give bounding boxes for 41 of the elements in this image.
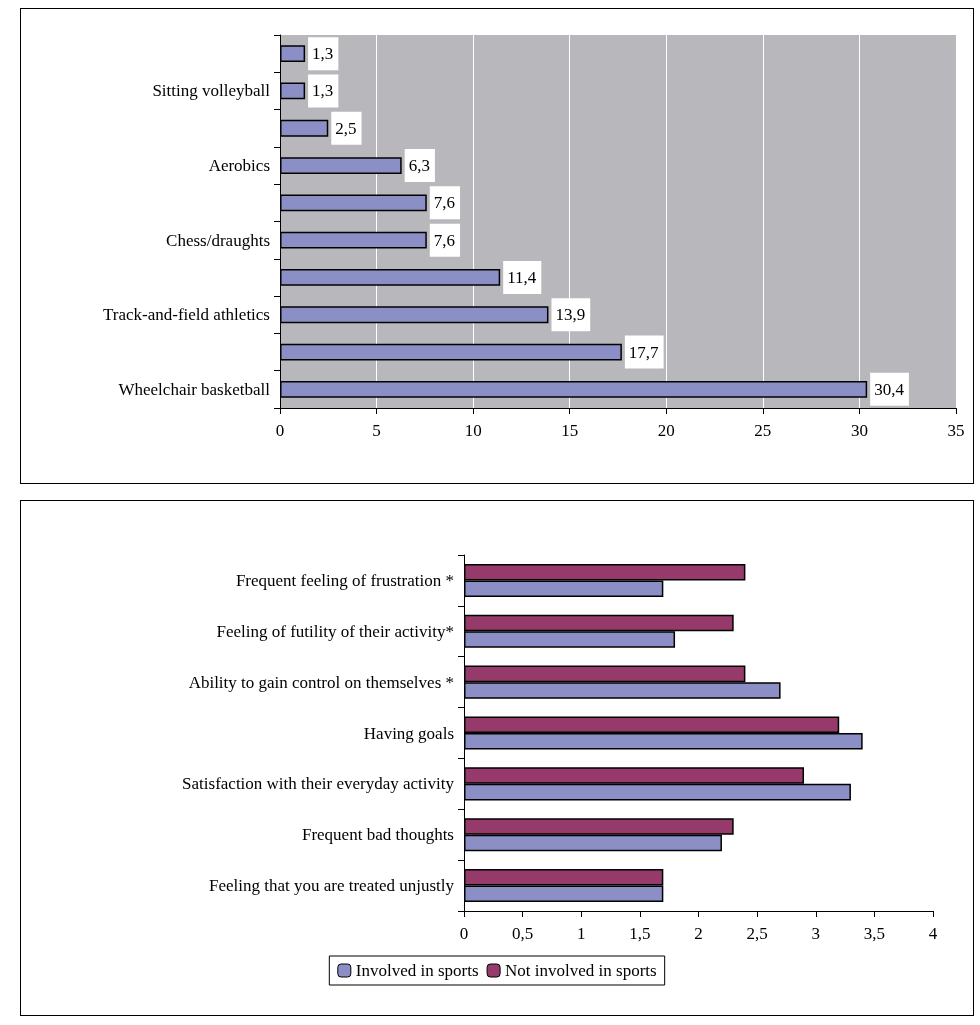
- y-tick-label: Feeling that you are treated unjustly: [208, 876, 455, 896]
- x-tick-label: 25: [754, 421, 772, 440]
- y-tick-label: Sitting volleyball: [152, 81, 271, 101]
- legend-label: Not involved in sports: [505, 961, 657, 980]
- legend-label: Involved in sports: [355, 961, 479, 980]
- y-tick-label: Track-and-field athletics: [103, 305, 270, 325]
- data-label: 7,6: [433, 193, 456, 213]
- x-tick-label: 1,5: [629, 924, 651, 943]
- x-tick-label: 0: [459, 924, 469, 943]
- y-tick-label: Wheelchair basketball: [118, 379, 271, 399]
- x-tick-label: 0: [275, 421, 285, 440]
- y-tick-label: Frequent feeling of frustration *: [235, 570, 454, 590]
- y-tick-label: Ability to gain control on themselves *: [188, 672, 454, 692]
- y-tick-label: Feeling of futility of their activity*: [216, 621, 454, 641]
- data-label: 13,9: [555, 305, 586, 325]
- data-label: 11,4: [507, 267, 537, 287]
- data-label: 1,3: [312, 44, 334, 64]
- x-tick-label: 2: [694, 924, 703, 943]
- y-tick-label: Chess/draughts: [166, 230, 270, 250]
- data-label: 7,6: [433, 230, 456, 250]
- x-tick-label: 5: [372, 421, 381, 440]
- data-label: 2,5: [335, 118, 357, 138]
- y-tick-label: Aerobics: [208, 156, 270, 176]
- x-tick-label: 1: [577, 924, 586, 943]
- x-tick-label: 3,5: [863, 924, 885, 943]
- x-tick-label: 2,5: [746, 924, 768, 943]
- x-tick-label: 15: [561, 421, 579, 440]
- y-tick-label: Having goals: [363, 723, 454, 743]
- x-tick-label: 3: [811, 924, 820, 943]
- x-tick-label: 20: [657, 421, 675, 440]
- x-tick-label: 35: [947, 421, 965, 440]
- data-label: 1,3: [312, 81, 334, 101]
- y-tick-label: Frequent bad thoughts: [301, 825, 454, 845]
- data-label: 17,7: [628, 342, 660, 362]
- y-tick-label: Satisfaction with their everyday activity: [182, 774, 455, 794]
- data-label: 6,3: [408, 156, 430, 176]
- x-tick-label: 30: [850, 421, 868, 440]
- x-tick-label: 0,5: [512, 924, 534, 943]
- x-tick-label: 4: [928, 924, 938, 943]
- x-tick-label: 10: [464, 421, 482, 440]
- data-label: 30,4: [874, 379, 905, 399]
